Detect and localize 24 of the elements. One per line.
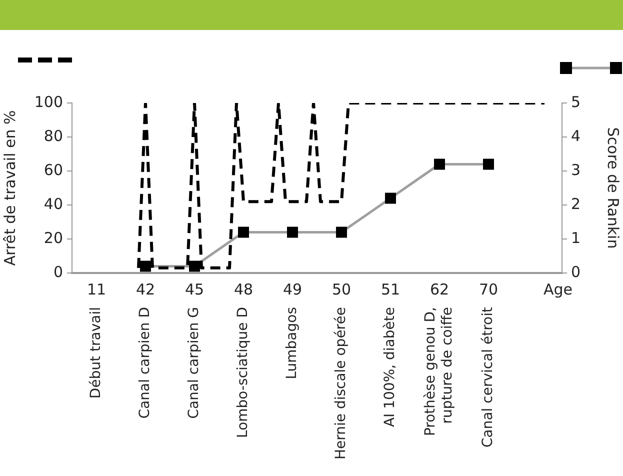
x-axis-title: Age — [543, 280, 573, 298]
x-tick-label: 11 Début travail — [86, 280, 106, 399]
x-tick-label: 70 Canal cervical étroit — [478, 280, 498, 448]
y2-axis-title: Score de Rankin — [604, 127, 622, 249]
y-tick-label: 20 — [44, 228, 63, 247]
y-tick-label: 100 — [34, 92, 63, 111]
y2-tick-label: 2 — [571, 194, 581, 213]
x-tick-label: 49 Lumbagos — [282, 280, 302, 380]
y2-tick-label: 1 — [571, 228, 581, 247]
y-tick-label: 60 — [44, 160, 63, 179]
x-tick-label: 42 Canal carpien D — [136, 280, 156, 419]
y2-tick-label: 0 — [571, 262, 581, 281]
y-tick-label: 40 — [44, 194, 63, 213]
x-tick-label: 45 Canal carpien G — [184, 280, 204, 419]
x-tick-label: 62 Prothèse genou D, rupture de coiffe — [422, 280, 456, 436]
y-tick-label: 0 — [53, 262, 63, 281]
y2-tick-label: 5 — [571, 92, 581, 111]
x-tick-label: 51 AI 100%, diabète — [380, 280, 400, 428]
x-tick-label: 48 Lombo-sciatique D — [234, 280, 254, 438]
y-axis-title: Arrêt de travail en % — [0, 110, 19, 266]
y-tick-label: 80 — [44, 126, 63, 145]
y2-tick-label: 3 — [571, 160, 581, 179]
y2-tick-label: 4 — [571, 126, 581, 145]
x-tick-label: 50 Hernie discale opérée — [332, 280, 352, 460]
